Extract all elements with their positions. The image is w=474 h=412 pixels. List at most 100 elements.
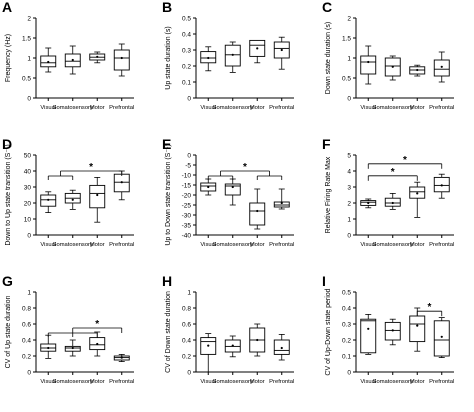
- mean-marker: [391, 329, 394, 332]
- significance-bracket: *: [47, 162, 123, 180]
- box-motor: [409, 181, 426, 218]
- y-tick-label: 0.1: [342, 354, 351, 361]
- x-tick-label: Prefrontal: [269, 242, 294, 248]
- box-somatosensory: [224, 41, 241, 73]
- panel-b: B Up state duration (s) 0 0.1 0.2 0.3 0.4 0.5 Vi…: [162, 0, 294, 111]
- mean-marker: [256, 47, 259, 50]
- y-tick-label: 4: [347, 169, 351, 176]
- box-body: [224, 183, 241, 196]
- box-motor: [249, 39, 266, 64]
- y-axis-label: Up state duration (s): [165, 26, 172, 89]
- y-tick-label: 20: [24, 201, 32, 208]
- box-prefrontal: [273, 333, 290, 361]
- box-body: [360, 318, 377, 354]
- y-tick-label: -35: [182, 223, 192, 230]
- mean-marker: [391, 65, 394, 68]
- y-axis-label: CV of Up-Down state period: [325, 288, 332, 375]
- y-tick-label: -15: [182, 183, 192, 190]
- y-tick-label: 0.6: [182, 322, 191, 329]
- mean-marker: [96, 193, 99, 197]
- y-tick-label: 1: [27, 56, 31, 63]
- x-tick-label: Motor: [90, 105, 105, 111]
- box-prefrontal: [433, 317, 450, 359]
- mean-marker: [96, 55, 99, 58]
- x-tick-label: Visual: [40, 105, 56, 111]
- mean-marker: [47, 346, 50, 350]
- y-tick-label: 30: [24, 185, 32, 192]
- box-somatosensory: [384, 55, 401, 81]
- x-tick-label: Visual: [360, 379, 376, 385]
- mean-marker: [440, 335, 443, 338]
- y-tick-label: 2: [27, 16, 31, 23]
- y-tick-label: 0: [347, 96, 351, 103]
- y-tick-label: -10: [182, 173, 192, 180]
- box-somatosensory: [384, 192, 401, 210]
- x-tick-label: Prefrontal: [429, 379, 454, 385]
- y-tick-label: 40: [24, 169, 32, 176]
- box-somatosensory: [384, 318, 401, 346]
- panel-label: I: [322, 273, 326, 289]
- x-tick-label: Prefrontal: [109, 105, 134, 111]
- y-tick-label: 0.2: [182, 354, 191, 361]
- y-tick-label: 0.8: [182, 306, 191, 313]
- x-tick-label: Motor: [250, 379, 265, 385]
- mean-marker: [256, 338, 259, 342]
- x-tick-label: Somatosensory: [213, 379, 253, 385]
- box-prefrontal: [273, 36, 290, 70]
- mean-marker: [231, 185, 234, 189]
- panel-label: G: [2, 273, 13, 289]
- box-body: [409, 315, 426, 343]
- box-prefrontal: [273, 188, 290, 210]
- x-tick-label: Somatosensory: [53, 379, 93, 385]
- y-axis-label: CV of Down state duration: [165, 291, 172, 373]
- y-tick-label: 0.8: [22, 306, 31, 313]
- mean-marker: [120, 181, 123, 184]
- x-tick-label: Visual: [200, 379, 216, 385]
- y-tick-label: 0: [347, 233, 351, 240]
- mean-marker: [47, 198, 50, 201]
- mean-marker: [280, 346, 283, 350]
- y-axis-label: Frequency (Hz): [5, 34, 12, 82]
- panel-label: F: [322, 136, 331, 152]
- box-visual: [200, 46, 217, 72]
- box-visual: [40, 334, 57, 359]
- y-tick-label: 0: [27, 370, 31, 377]
- y-tick-label: 50: [24, 153, 32, 160]
- panel-label: D: [2, 136, 12, 152]
- x-tick-label: Visual: [40, 379, 56, 385]
- mean-marker: [231, 53, 234, 56]
- box-prefrontal: [433, 173, 450, 199]
- significance-star: *: [428, 302, 432, 313]
- x-tick-label: Prefrontal: [269, 105, 294, 111]
- y-tick-label: 0.2: [342, 338, 351, 345]
- box-prefrontal: [433, 51, 450, 83]
- x-tick-label: Prefrontal: [429, 105, 454, 111]
- box-prefrontal: [113, 43, 130, 77]
- mean-marker: [367, 327, 370, 330]
- y-tick-label: 5: [347, 153, 351, 160]
- x-tick-label: Motor: [410, 105, 425, 111]
- y-tick-label: 0.1: [182, 80, 191, 87]
- mean-marker: [207, 185, 210, 189]
- x-tick-label: Visual: [360, 105, 376, 111]
- significance-star: *: [391, 167, 395, 178]
- box-motor: [89, 331, 106, 357]
- box-visual: [40, 47, 57, 73]
- y-tick-label: 0.4: [342, 306, 351, 313]
- y-tick-label: 0.4: [182, 32, 191, 39]
- box-somatosensory: [64, 339, 81, 357]
- y-tick-label: 0.5: [182, 16, 191, 23]
- x-tick-label: Visual: [200, 242, 216, 248]
- mean-marker: [120, 356, 123, 359]
- panel-label: E: [162, 136, 171, 152]
- x-tick-label: Motor: [410, 379, 425, 385]
- x-tick-label: Motor: [90, 242, 105, 248]
- y-tick-label: -40: [182, 233, 192, 240]
- mean-marker: [416, 192, 419, 195]
- mean-marker: [440, 184, 443, 187]
- y-tick-label: 10: [24, 217, 32, 224]
- mean-marker: [120, 56, 123, 60]
- significance-bracket: *: [416, 302, 443, 317]
- significance-star: *: [403, 155, 407, 166]
